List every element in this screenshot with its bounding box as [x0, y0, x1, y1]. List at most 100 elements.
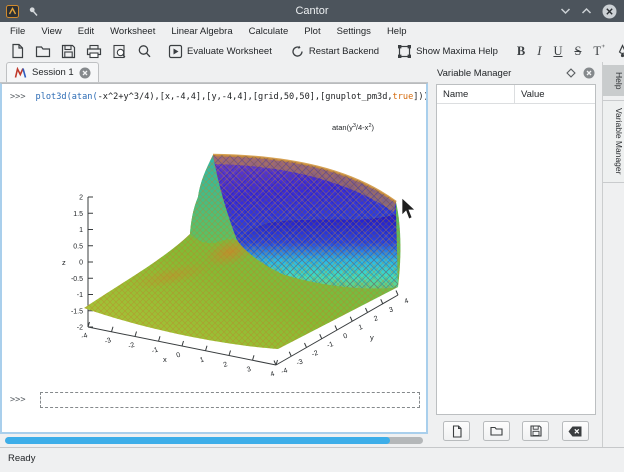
mouse-cursor: [401, 197, 416, 220]
clear-variables-button[interactable]: [561, 421, 589, 441]
new-variable-button[interactable]: [443, 421, 470, 441]
command-entry[interactable]: >>> plot3d(atan(-x^2+y^3/4),[x,-4,4],[y,…: [2, 84, 426, 102]
show-maxima-help-label: Show Maxima Help: [416, 45, 498, 57]
side-tab-strip: Help Variable Manager: [602, 62, 624, 447]
open-button[interactable]: [30, 42, 56, 61]
superscript-button[interactable]: T⁺: [593, 42, 606, 59]
print-button[interactable]: [81, 42, 107, 61]
tabbar: Session 1: [0, 62, 428, 83]
variable-manager-panel: Variable Manager Name Value: [430, 62, 602, 447]
help-window-icon: [398, 44, 412, 58]
svg-text:z: z: [62, 258, 66, 267]
restart-icon: [292, 45, 303, 57]
svg-text:1: 1: [358, 324, 364, 332]
bold-button[interactable]: B: [516, 43, 526, 58]
maximize-icon[interactable]: [581, 7, 592, 15]
window-title: Cantor: [295, 5, 329, 17]
menu-calculate[interactable]: Calculate: [248, 25, 289, 37]
find-button[interactable]: [132, 42, 157, 61]
worksheet: >>> plot3d(atan(-x^2+y^3/4),[x,-4,4],[y,…: [0, 83, 428, 434]
tab-close-icon[interactable]: [79, 67, 91, 79]
svg-text:x: x: [163, 355, 167, 364]
menubar: File View Edit Worksheet Linear Algebra …: [0, 22, 624, 40]
close-icon[interactable]: [602, 4, 617, 19]
menu-linear-algebra[interactable]: Linear Algebra: [171, 25, 233, 37]
menu-plot[interactable]: Plot: [304, 25, 321, 37]
close-panel-icon[interactable]: [583, 67, 595, 79]
svg-text:1: 1: [199, 356, 205, 364]
toolbar: Evaluate Worksheet Restart Backend Show …: [0, 40, 624, 62]
variable-table-body: [437, 104, 595, 414]
save-variables-button[interactable]: [522, 421, 550, 441]
print-icon: [86, 44, 102, 58]
svg-text:-1.5: -1.5: [71, 308, 83, 315]
svg-text:-1: -1: [151, 347, 159, 356]
svg-text:4: 4: [270, 371, 276, 379]
entry-prompt: >>>: [10, 92, 26, 102]
svg-text:-2: -2: [127, 342, 135, 351]
run-icon: [168, 44, 183, 58]
svg-text:2: 2: [79, 195, 83, 202]
svg-text:2: 2: [223, 361, 229, 369]
svg-text:-4: -4: [280, 367, 288, 376]
app-icon[interactable]: [6, 4, 19, 18]
statusbar: Ready: [0, 447, 624, 472]
new-worksheet-button[interactable]: [5, 41, 30, 61]
menu-settings[interactable]: Settings: [336, 25, 371, 37]
save-button[interactable]: [56, 42, 81, 61]
ink-pen-icon: [619, 44, 624, 58]
restart-backend-button[interactable]: Restart Backend: [285, 42, 384, 61]
progress-fill: [5, 437, 390, 444]
new-document-icon: [452, 424, 462, 438]
main-area: Session 1 >>> plot3d(atan(-x^2+y^3/4),[x…: [0, 62, 624, 447]
mesh-blue-overlay: [213, 155, 398, 289]
text-color-button[interactable]: [611, 44, 624, 58]
next-entry-prompt: >>>: [10, 395, 26, 405]
menu-file[interactable]: File: [10, 25, 26, 37]
svg-text:-3: -3: [296, 359, 304, 368]
side-tab-variable-manager[interactable]: Variable Manager: [603, 100, 624, 183]
svg-text:4: 4: [404, 298, 410, 306]
strikethrough-button[interactable]: S: [574, 43, 582, 58]
italic-button[interactable]: I: [537, 43, 542, 58]
plot-svg: 2 1.5 1 0.5 0 -0.5 -1 -1.5 -2 z -4 -3 -2 -1 0 1 2 3 4 x -4 -3…: [62, 123, 416, 379]
svg-text:-4: -4: [80, 332, 88, 341]
save-icon: [61, 44, 76, 58]
print-preview-icon: [113, 44, 126, 58]
svg-text:-1: -1: [326, 341, 334, 350]
variable-manager-title: Variable Manager: [437, 67, 512, 79]
svg-text:0: 0: [176, 352, 182, 360]
tab-session-1[interactable]: Session 1: [6, 62, 99, 82]
backspace-clear-icon: [568, 426, 582, 436]
evaluate-worksheet-button[interactable]: Evaluate Worksheet: [163, 42, 277, 61]
empty-entry-field[interactable]: [39, 392, 420, 408]
progress-bar: [5, 437, 423, 444]
variable-table: Name Value: [436, 84, 596, 415]
svg-text:1.5: 1.5: [73, 211, 83, 218]
menu-help[interactable]: Help: [386, 25, 407, 37]
superscript-mark: ⁺: [601, 42, 606, 52]
load-variables-button[interactable]: [482, 421, 510, 441]
float-panel-icon[interactable]: [566, 68, 576, 78]
svg-text:1: 1: [79, 227, 83, 234]
show-maxima-help-button[interactable]: Show Maxima Help: [392, 42, 503, 61]
side-tab-help[interactable]: Help: [603, 65, 624, 97]
minimize-icon[interactable]: [560, 7, 571, 15]
plot3d-result: 2 1.5 1 0.5 0 -0.5 -1 -1.5 -2 z -4 -3 -2 -1 0 1 2 3 4 x -4 -3…: [2, 104, 426, 387]
svg-text:-1: -1: [77, 292, 83, 299]
next-command-entry: >>>: [2, 387, 426, 408]
column-header-name[interactable]: Name: [437, 85, 515, 103]
status-text: Ready: [8, 453, 36, 464]
column-header-value[interactable]: Value: [521, 88, 545, 100]
variable-manager-buttons: [430, 415, 602, 447]
print-preview-button[interactable]: [107, 42, 132, 61]
pin-icon[interactable]: [28, 6, 39, 17]
menu-worksheet[interactable]: Worksheet: [110, 25, 156, 37]
menu-view[interactable]: View: [41, 25, 62, 37]
command-code[interactable]: plot3d(atan(-x^2+y^3/4),[x,-4,4],[y,-4,4…: [35, 92, 426, 102]
maxima-backend-icon: [14, 66, 27, 78]
underline-button[interactable]: U: [553, 43, 563, 58]
evaluate-worksheet-label: Evaluate Worksheet: [187, 45, 272, 57]
svg-text:0.5: 0.5: [73, 243, 83, 250]
menu-edit[interactable]: Edit: [77, 25, 95, 37]
